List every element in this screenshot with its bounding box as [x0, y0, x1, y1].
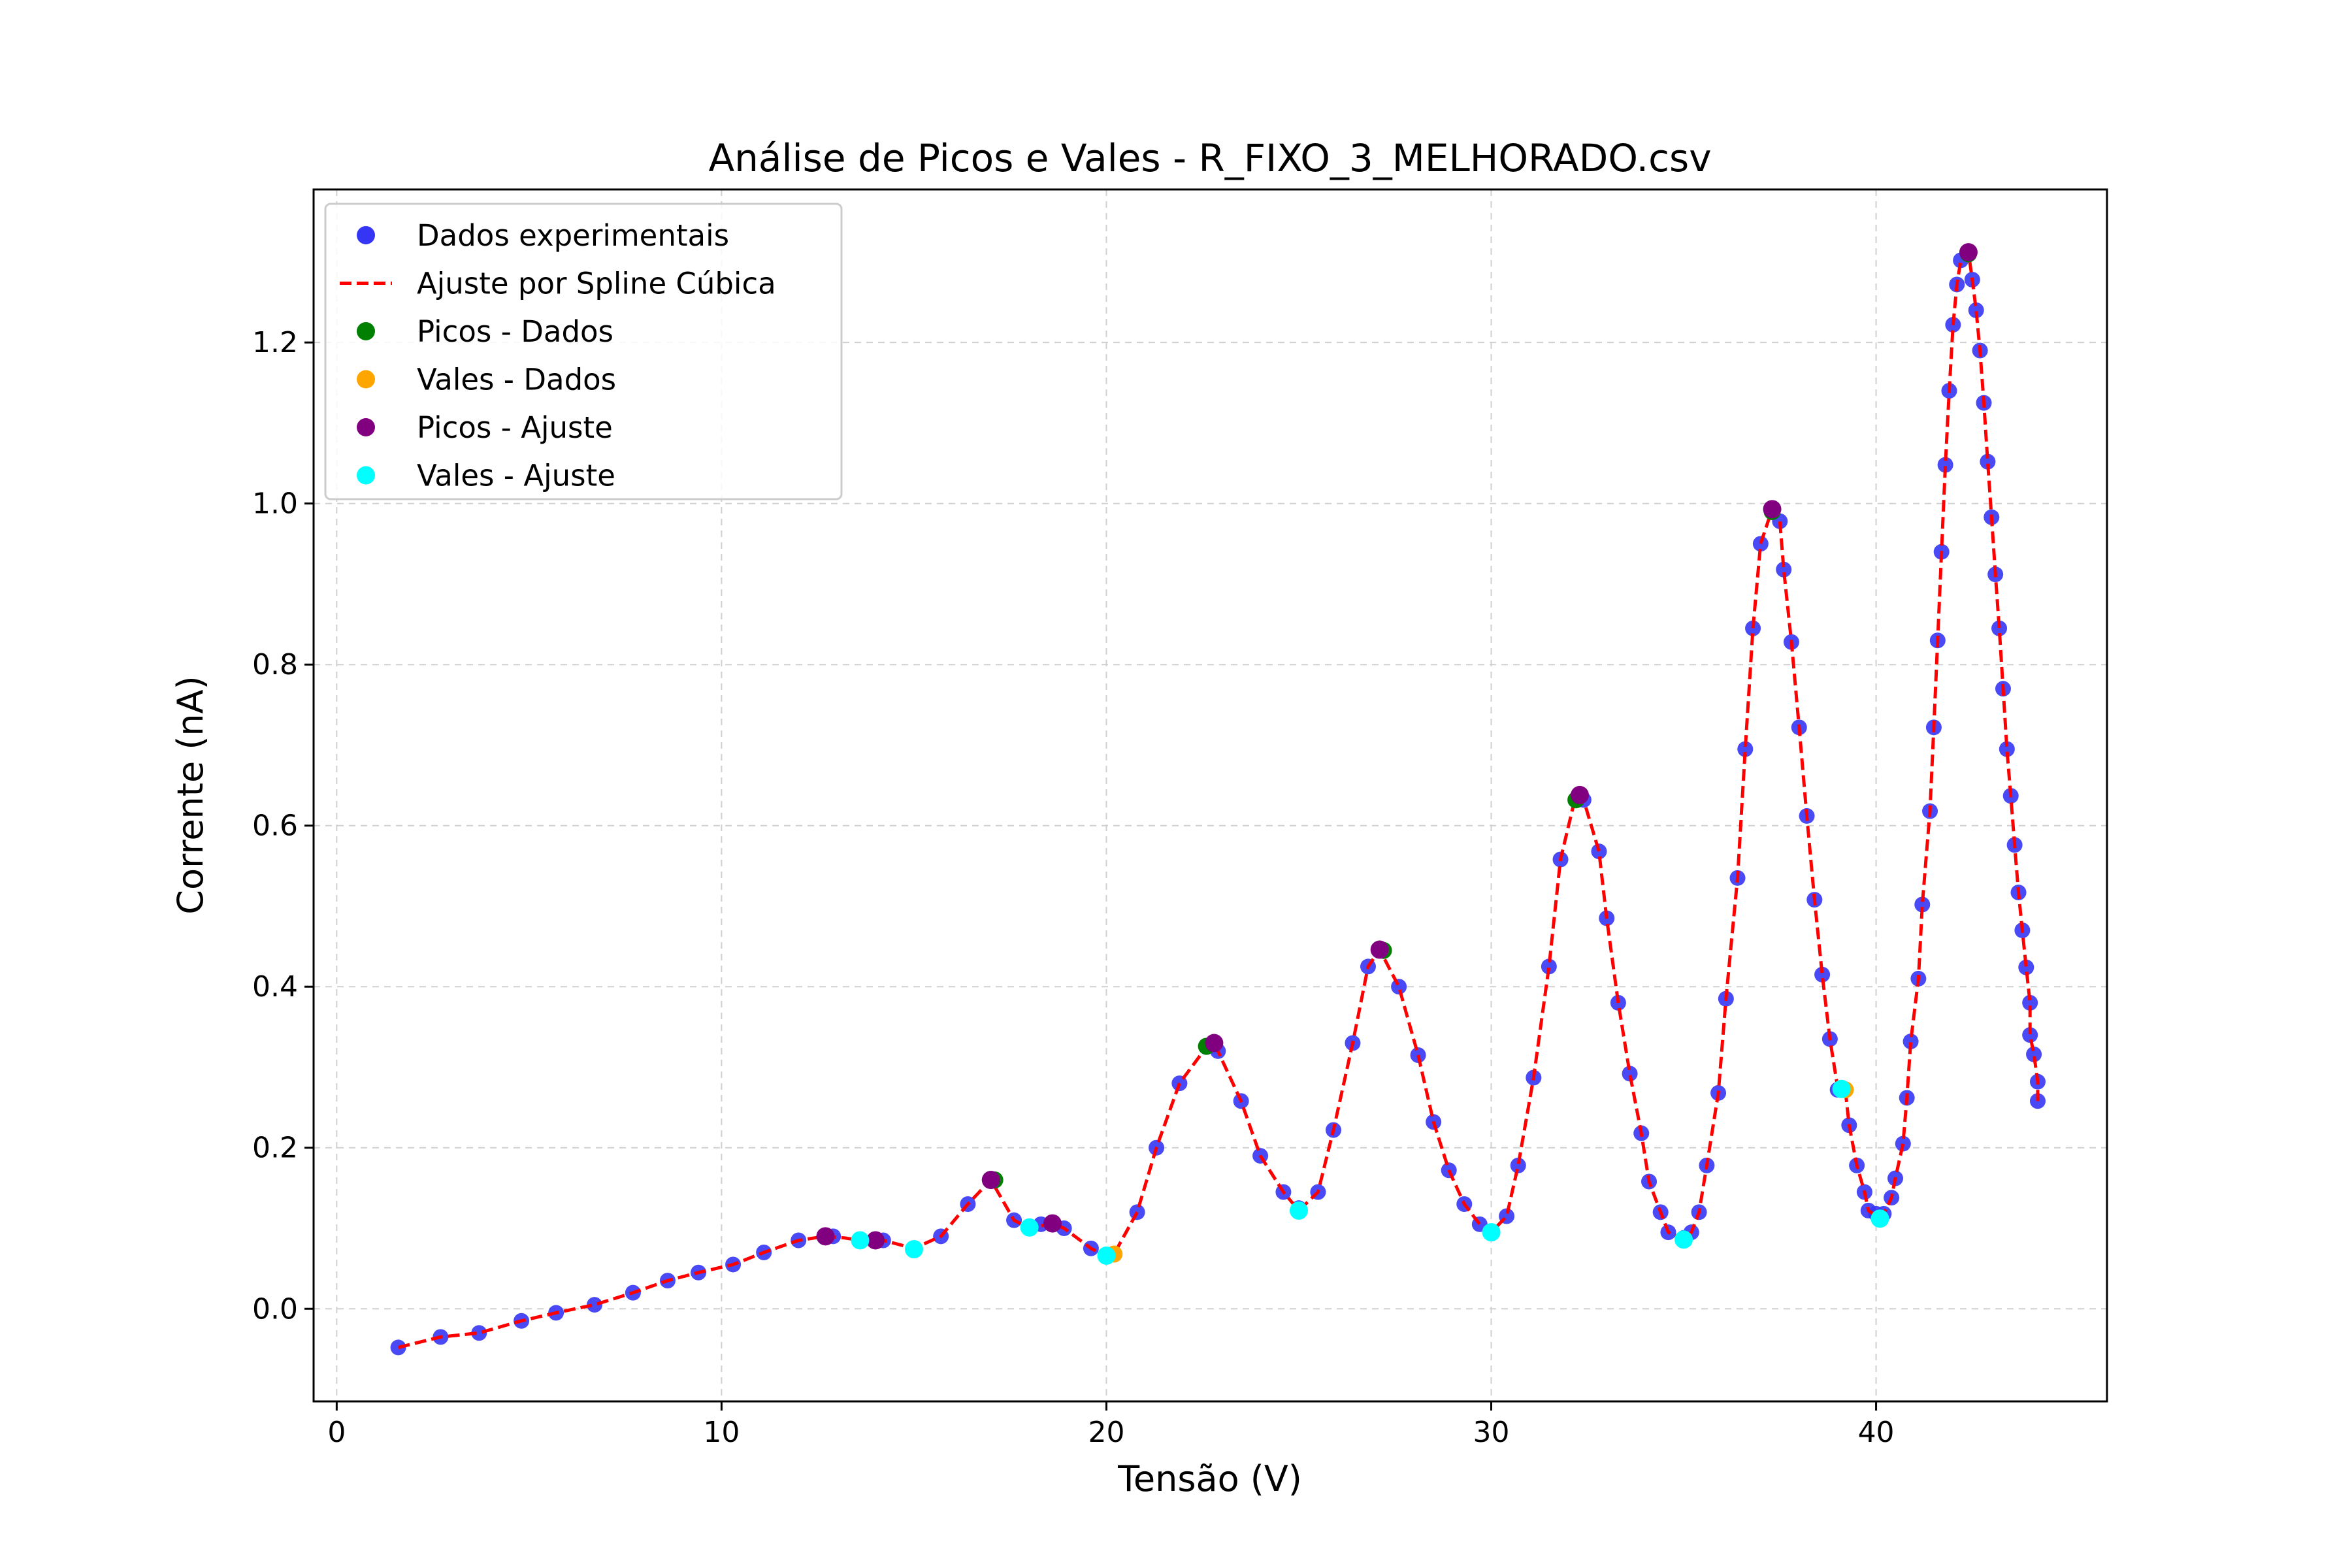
y-tick-label: 0.4 — [252, 970, 298, 1004]
peak-fit-point — [1763, 500, 1782, 519]
peak-fit-point — [1043, 1214, 1062, 1233]
valley-fit-point — [1482, 1223, 1501, 1242]
valley-fit-point — [1832, 1079, 1851, 1098]
x-tick-label: 20 — [1088, 1416, 1124, 1449]
legend-dot-marker — [357, 226, 375, 244]
x-tick-label: 30 — [1473, 1416, 1510, 1449]
x-axis-label: Tensão (V) — [1117, 1458, 1302, 1499]
valley-fit-point — [1870, 1209, 1889, 1228]
peak-fit-point — [1959, 243, 1978, 262]
legend-dot-marker — [357, 418, 375, 436]
legend-label: Vales - Dados — [417, 363, 616, 397]
data-point — [1999, 741, 2015, 757]
y-tick-label: 0.8 — [252, 648, 298, 681]
peak-fit-point — [981, 1171, 1000, 1190]
x-axis: 0 10 20 30 40 — [327, 1401, 1895, 1449]
peak-fit-point — [1570, 785, 1589, 804]
valley-fit-point — [1020, 1218, 1039, 1237]
valley-fit-point — [1289, 1201, 1308, 1220]
x-tick-label: 10 — [703, 1416, 740, 1449]
legend-label: Picos - Ajuste — [417, 410, 613, 445]
y-tick-label: 0.0 — [252, 1292, 298, 1326]
data-point — [471, 1325, 487, 1341]
data-point — [1968, 302, 1984, 318]
data-point — [1622, 1066, 1638, 1082]
valley-fit-point — [851, 1231, 870, 1250]
y-tick-label: 1.0 — [252, 487, 298, 521]
data-point — [1776, 561, 1792, 578]
y-tick-label: 0.2 — [252, 1132, 298, 1165]
data-point — [1903, 1034, 1919, 1050]
data-point — [1991, 620, 2008, 636]
data-point — [1814, 966, 1831, 983]
data-point — [1980, 453, 1996, 470]
data-point — [1541, 958, 1557, 975]
data-point — [587, 1297, 603, 1313]
data-point — [390, 1339, 406, 1356]
valley-fit-point — [1674, 1230, 1693, 1249]
data-point — [2022, 1027, 2038, 1043]
y-axis: 0.0 0.2 0.4 0.6 0.8 1.0 1.2 — [252, 326, 314, 1326]
peak-fit-point — [1205, 1034, 1224, 1053]
data-point — [1510, 1157, 1526, 1173]
x-tick-label: 40 — [1858, 1416, 1895, 1449]
data-point — [1410, 1047, 1426, 1063]
chart-title: Análise de Picos e Vales - R_FIXO_3_MELH… — [708, 136, 1711, 180]
legend-dot-marker — [357, 322, 375, 340]
y-axis-label: Corrente (nA) — [170, 676, 211, 914]
y-tick-label: 0.6 — [252, 809, 298, 843]
data-point — [2018, 959, 2034, 975]
legend-dot-marker — [357, 466, 375, 485]
data-point — [1737, 741, 1754, 757]
data-point — [1591, 843, 1607, 860]
data-point — [2026, 1046, 2042, 1062]
legend: Dados experimentais Ajuste por Spline Cúb… — [324, 203, 843, 500]
peak-fit-point — [1370, 940, 1389, 959]
data-point — [1752, 536, 1769, 552]
x-tick-label: 0 — [327, 1416, 346, 1449]
valley-fit-point — [904, 1240, 923, 1259]
valley-fit-point — [1097, 1246, 1116, 1265]
data-point — [1391, 979, 1407, 995]
legend-label: Ajuste por Spline Cúbica — [417, 267, 776, 301]
legend-box — [324, 203, 843, 500]
peak-fit-point — [866, 1231, 885, 1250]
data-point — [1937, 457, 1953, 473]
plot-frame — [312, 188, 2108, 1403]
legend-dot-marker — [357, 370, 375, 389]
data-point — [1745, 620, 1761, 636]
data-point — [2022, 994, 2038, 1011]
peak-fit-point — [816, 1227, 835, 1246]
y-tick-label: 1.2 — [252, 326, 298, 359]
legend-label: Dados experimentais — [417, 218, 729, 253]
data-point — [1895, 1135, 1911, 1152]
data-point — [1914, 896, 1931, 913]
plot-area — [390, 243, 2046, 1356]
legend-label: Picos - Dados — [417, 314, 613, 349]
legend-label: Vales - Ajuste — [417, 459, 615, 493]
